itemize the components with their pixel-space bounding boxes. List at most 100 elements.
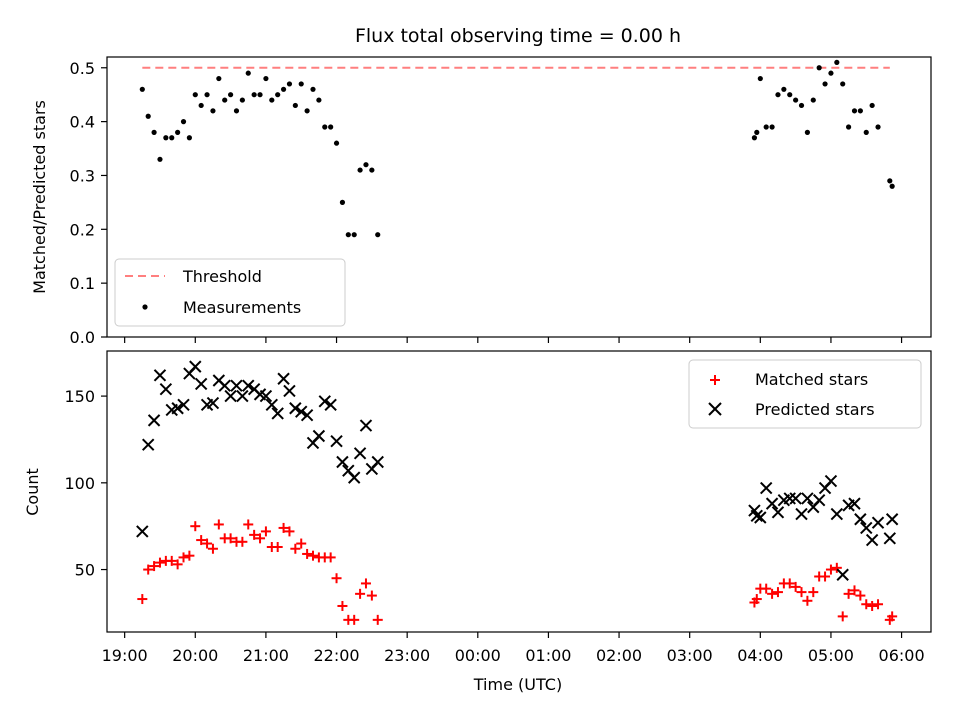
x-tick-label: 00:00 [455, 646, 501, 665]
measurement-point [875, 124, 881, 130]
matched-star-point [360, 578, 371, 589]
predicted-star-point [353, 447, 367, 460]
measurement-point [310, 86, 316, 92]
matched-star-point [355, 588, 366, 599]
matched-legend-swatch [710, 375, 720, 385]
measurement-point [363, 162, 369, 168]
predicted-star-point [153, 369, 167, 382]
x-tick-label: 23:00 [384, 646, 430, 665]
matched-star-point [784, 578, 795, 589]
bottom-y-tick-label: 50 [75, 561, 95, 580]
measurement-point [175, 129, 181, 135]
predicted-star-point [218, 379, 231, 392]
matched-star-point [761, 583, 772, 594]
measurement-point [204, 92, 210, 98]
predicted-legend-swatch [708, 402, 722, 416]
top-y-tick-label: 0.5 [70, 59, 95, 78]
predicted-star-point [318, 395, 331, 408]
measurement-point [846, 124, 852, 130]
measurement-point [192, 92, 198, 98]
x-tick-label: 04:00 [737, 646, 783, 665]
matched-legend-label: Matched stars [755, 370, 868, 389]
matched-star-point [849, 585, 860, 596]
measurement-point [245, 70, 251, 76]
measurements-legend-label: Measurements [183, 298, 301, 317]
measurement-point [186, 135, 192, 141]
measurement-point [887, 178, 893, 184]
x-axis-label: Time (UTC) [473, 675, 562, 694]
predicted-legend-label: Predicted stars [755, 400, 875, 419]
predicted-star-point [836, 568, 849, 581]
measurement-point [793, 97, 799, 103]
measurement-point [751, 135, 758, 141]
measurements-legend-swatch [142, 304, 148, 310]
predicted-star-point [830, 507, 844, 521]
measurement-point [828, 70, 834, 76]
measurement-point [222, 97, 228, 103]
measurement-point [316, 97, 322, 103]
measurement-point [851, 108, 858, 114]
measurement-point [375, 232, 381, 238]
matched-star-point [372, 614, 383, 625]
top-x-ticks [124, 337, 903, 343]
predicted-star-point [848, 497, 861, 510]
measurement-point [754, 129, 760, 135]
matched-star-point [255, 533, 266, 544]
predicted-star-point [759, 481, 773, 495]
predicted-star-point [277, 372, 290, 385]
matched-star-point [202, 538, 213, 549]
bottom-legend: Matched stars Predicted stars [688, 359, 922, 429]
predicted-star-point [194, 377, 208, 391]
predicted-star-point [771, 506, 785, 519]
measurement-point [269, 97, 275, 103]
x-tick-label: 02:00 [596, 646, 642, 665]
matched-star-point [825, 564, 836, 575]
measurement-point [151, 129, 157, 135]
measurement-point [251, 92, 257, 98]
top-y-tick-label: 0.4 [70, 113, 95, 132]
measurement-point [216, 75, 222, 82]
x-tick-label: 05:00 [808, 646, 854, 665]
measurement-point [180, 119, 187, 125]
predicted-star-point [206, 396, 220, 410]
matched-star-point [808, 587, 819, 598]
measurement-point [810, 97, 816, 103]
measurement-point [333, 140, 340, 146]
predicted-star-point [283, 384, 296, 398]
measurements-series [139, 59, 895, 238]
predicted-star-point [336, 455, 349, 469]
matched-star-point [278, 522, 289, 533]
measurement-point [228, 92, 234, 98]
matched-star-point [143, 564, 154, 575]
top-y-tick-label: 0.0 [70, 328, 95, 347]
matched-star-point [861, 599, 872, 610]
matched-star-point [184, 550, 195, 561]
measurement-point [157, 156, 163, 162]
measurement-point [210, 108, 216, 114]
predicted-star-point [147, 414, 161, 427]
matched-star-point [149, 561, 160, 572]
predicted-star-point [865, 533, 879, 547]
measurement-point [263, 75, 269, 82]
measurement-point [769, 124, 775, 130]
measurement-point [351, 232, 357, 238]
measurement-point [233, 108, 240, 114]
matched-star-point [855, 590, 866, 601]
predicted-stars-series [136, 360, 899, 581]
predicted-star-point [224, 389, 237, 403]
predicted-star-point [789, 492, 802, 505]
matched-star-point [190, 521, 201, 532]
measurement-point [322, 124, 328, 130]
top-y-axis-label: Matched/Predicted stars [30, 100, 49, 294]
measurement-point [369, 167, 375, 173]
predicted-star-point [236, 389, 249, 403]
predicted-star-point [271, 407, 284, 420]
measurement-point [198, 102, 204, 109]
predicted-star-point [324, 398, 337, 411]
measurement-point [280, 86, 287, 92]
matched-star-point [272, 542, 283, 553]
matched-star-point [302, 548, 313, 559]
measurement-point [781, 86, 787, 92]
predicted-star-point [754, 511, 767, 524]
